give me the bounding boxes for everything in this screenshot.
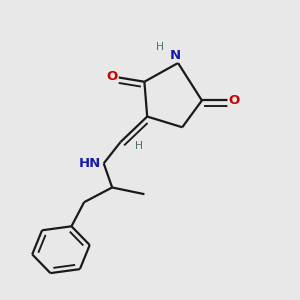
Text: HN: HN xyxy=(79,157,101,170)
Text: N: N xyxy=(170,49,181,62)
Text: H: H xyxy=(156,42,164,52)
Text: H: H xyxy=(135,141,143,151)
Text: O: O xyxy=(229,94,240,107)
Text: O: O xyxy=(106,70,118,83)
